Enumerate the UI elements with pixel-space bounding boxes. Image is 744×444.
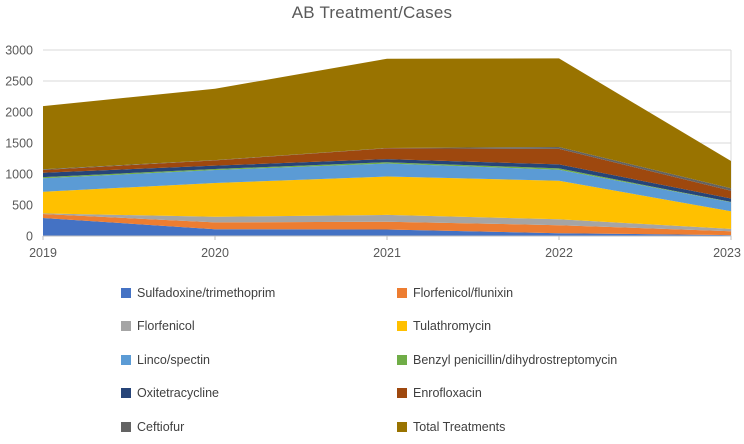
legend-swatch-icon [121,287,131,298]
legend-label: Florfenicol [137,319,195,334]
x-axis-tick-label: 2021 [373,246,401,260]
area-series-enrofloxacin [43,148,731,199]
legend-item-total-treatments: Total Treatments [397,420,737,434]
legend-item-tulathromycin: Tulathromycin [397,319,737,333]
legend-label: Ceftiofur [137,419,185,434]
area-series-total-treatments [43,58,731,189]
legend-item-enrofloxacin: Enrofloxacin [397,386,737,400]
legend-item-florfenicol: Florfenicol [121,319,397,333]
legend-label: Enrofloxacin [413,386,482,401]
legend-label: Tulathromycin [413,319,492,334]
legend-swatch-icon [121,421,131,432]
area-series-florfenicol-flunixin [43,214,731,236]
legend-swatch-icon [121,321,131,332]
legend-swatch-icon [397,354,407,365]
legend-label: Linco/spectin [137,352,210,367]
y-axis-tick-label: 1000 [5,168,33,182]
legend-swatch-icon [121,388,131,399]
legend-item-florfenicol-flunixin: Florfenicol/flunixin [397,286,737,300]
legend-label: Oxitetracycline [137,386,219,401]
stacked-area-chart: 0 500 1000 1500 2000 2500 3000 2019 2020 2021 2022… [5,44,741,261]
legend-item-ceftiofur: Ceftiofur [121,420,397,434]
legend-label: Sulfadoxine/trimethoprim [137,285,276,300]
y-axis-tick-label: 1500 [5,137,33,151]
area-series-florfenicol [43,213,731,232]
area-series-linco-spectin [43,163,731,212]
legend-item-oxitetracycline: Oxitetracycline [121,386,397,400]
x-axis-tick-label: 2020 [201,246,229,260]
x-axis-tick-label: 2022 [545,246,573,260]
x-axis-tick-label: 2019 [29,246,57,260]
y-axis-tick-label: 2500 [5,75,33,89]
y-axis-tick-label: 3000 [5,44,33,58]
area-series-tulathromycin [43,176,731,229]
y-axis-tick-label: 500 [12,199,33,213]
chart-title: AB Treatment/Cases [291,3,453,22]
legend-label: Florfenicol/flunixin [413,285,514,300]
legend-label: Total Treatments [413,419,506,434]
y-axis-tick-label: 0 [26,230,33,244]
legend-swatch-icon [397,287,407,298]
legend-item-benzyl-penicillin-dihydrostreptomycin: Benzyl penicillin/dihydrostreptomycin [397,353,737,367]
legend-swatch-icon [397,388,407,399]
area-series-sulfadoxine-trimethoprim [43,218,731,236]
chart-legend: Sulfadoxine/trimethoprim Florfenicol/flun… [121,276,737,444]
legend-label: Benzyl penicillin/dihydrostreptomycin [413,352,618,367]
x-axis-tick-label: 2023 [713,246,741,260]
legend-item-sulfadoxine-trimethoprim: Sulfadoxine/trimethoprim [121,286,397,300]
legend-swatch-icon [121,354,131,365]
legend-swatch-icon [397,421,407,432]
legend-swatch-icon [397,321,407,332]
y-axis-tick-label: 2000 [5,106,33,120]
legend-item-linco-spectin: Linco/spectin [121,353,397,367]
